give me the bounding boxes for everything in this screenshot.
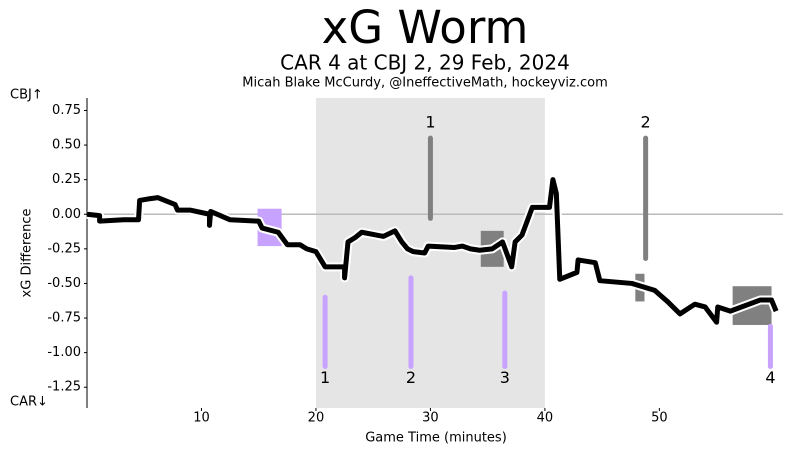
y-tick-label: -1.00	[47, 345, 81, 360]
goal-label: 3	[500, 368, 510, 387]
y-axis-label: xG Difference	[20, 209, 35, 298]
chart-title: xG Worm	[322, 1, 529, 54]
x-tick-label: 50	[651, 411, 668, 426]
x-tick-label: 40	[537, 411, 554, 426]
worm-line	[86, 177, 779, 325]
x-tick-label: 30	[422, 411, 439, 426]
y-tick-label: 0.00	[52, 207, 81, 222]
y-tick-label: -0.50	[47, 276, 81, 291]
x-tick-label: 10	[193, 411, 210, 426]
y-tick-label: -0.75	[47, 311, 81, 326]
top-team-label: CBJ↑	[10, 88, 43, 103]
chart-subtitle: CAR 4 at CBJ 2, 29 Feb, 2024	[280, 51, 570, 75]
y-tick-label: -0.25	[47, 241, 81, 256]
bottom-team-label: CAR↓	[10, 395, 48, 410]
goal-label: 1	[425, 113, 435, 132]
y-tick-label: -1.25	[47, 380, 81, 395]
x-axis-label: Game Time (minutes)	[365, 431, 507, 446]
y-tick-label: 0.75	[52, 103, 81, 118]
x-tick-label: 20	[308, 411, 325, 426]
goal-label: 1	[320, 368, 330, 387]
y-tick-label: 0.25	[52, 172, 81, 187]
goal-label: 2	[406, 368, 416, 387]
goal-label: 2	[641, 113, 651, 132]
credit: Micah Blake McCurdy, @IneffectiveMath, h…	[242, 76, 608, 91]
y-tick-label: 0.50	[52, 138, 81, 153]
goal-label: 4	[765, 368, 775, 387]
